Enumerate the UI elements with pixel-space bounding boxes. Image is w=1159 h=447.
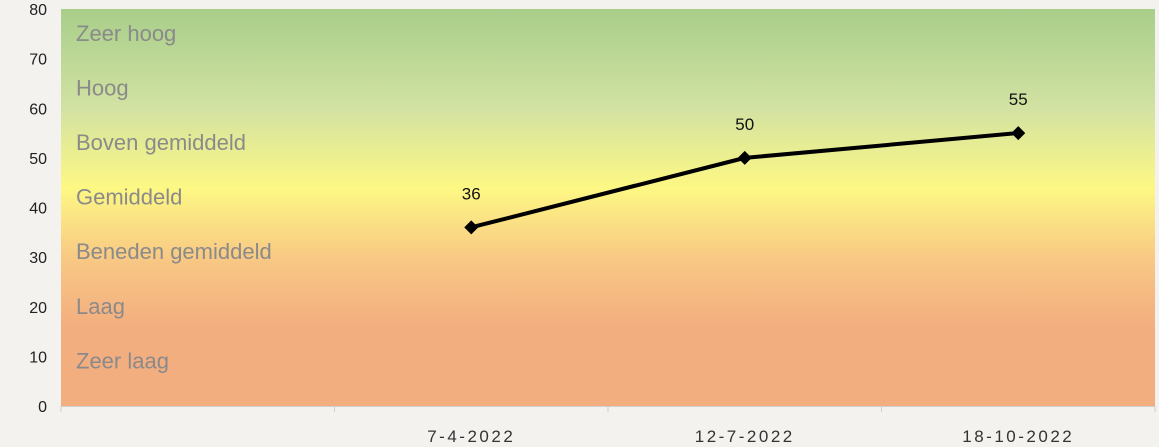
y-tick-label: 20 bbox=[29, 300, 47, 317]
band-label-0: Zeer hoog bbox=[76, 21, 176, 46]
data-point-marker bbox=[1011, 126, 1026, 141]
x-axis: 7-4-2022 12-7-2022 18-10-2022 bbox=[60, 406, 1156, 446]
data-point-marker bbox=[737, 150, 752, 165]
band-label-3: Gemiddeld bbox=[76, 185, 182, 210]
band-label-2: Boven gemiddeld bbox=[76, 130, 246, 155]
y-tick-label: 50 bbox=[29, 151, 47, 168]
data-series: 36 50 55 bbox=[462, 90, 1028, 235]
y-tick-label: 80 bbox=[29, 2, 47, 19]
data-label: 50 bbox=[735, 115, 754, 134]
y-tick-label: 0 bbox=[38, 399, 47, 416]
band-label-5: Laag bbox=[76, 294, 125, 319]
y-tick-label: 10 bbox=[29, 349, 47, 366]
data-point-marker bbox=[464, 220, 479, 235]
y-tick-label: 30 bbox=[29, 250, 47, 267]
band-label-1: Hoog bbox=[76, 75, 129, 100]
x-tick-label: 7-4-2022 bbox=[427, 427, 515, 446]
performance-band-labels: Zeer hoog Hoog Boven gemiddeld Gemiddeld Ben… bbox=[76, 21, 272, 374]
x-tick-label: 18-10-2022 bbox=[962, 427, 1074, 446]
y-axis: 0 10 20 30 40 50 60 70 80 bbox=[29, 2, 47, 416]
data-label: 55 bbox=[1009, 90, 1028, 109]
y-tick-label: 40 bbox=[29, 201, 47, 218]
plot-background bbox=[61, 9, 1155, 406]
data-label: 36 bbox=[462, 184, 481, 203]
y-tick-label: 70 bbox=[29, 52, 47, 69]
x-tick-label: 12-7-2022 bbox=[695, 427, 795, 446]
band-label-4: Beneden gemiddeld bbox=[76, 239, 272, 264]
y-tick-label: 60 bbox=[29, 101, 47, 118]
band-label-6: Zeer laag bbox=[76, 348, 169, 373]
